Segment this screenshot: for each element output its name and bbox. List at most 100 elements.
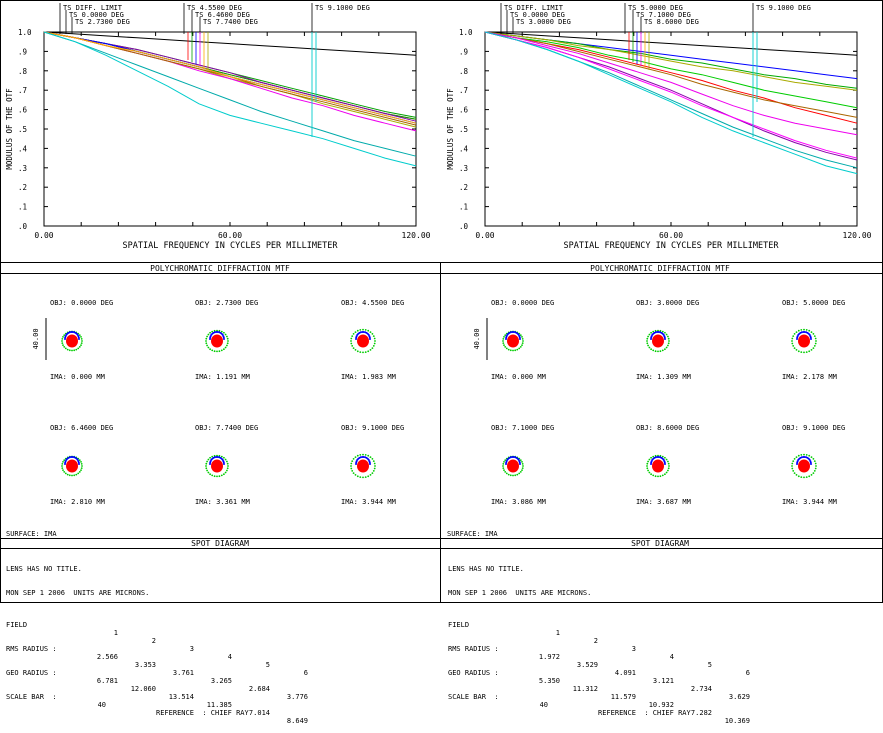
spot-ray-green: [367, 329, 370, 332]
spot-ray-green: [367, 475, 370, 478]
scale-row: SCALE BAR : 40 REFERENCE : CHIEF RAY: [448, 685, 878, 717]
spot-ray-green: [205, 337, 208, 340]
spot-ray-blue: [369, 338, 371, 340]
spot-ray-green: [797, 475, 800, 478]
spot-ray-green: [667, 335, 669, 338]
spot-ray-blue: [509, 456, 512, 459]
geo-4: 10.932: [648, 701, 674, 709]
right-ytick-label: .8: [459, 67, 469, 76]
spot-ray-green: [503, 469, 505, 471]
reference-label: REFERENCE : CHIEF RAY: [156, 709, 249, 717]
spot-ray-green: [800, 454, 803, 456]
right-series-line: [484, 31, 858, 169]
left-ytick-label: .3: [18, 164, 27, 173]
right-obj-label: OBJ: 8.6000 DEG: [636, 424, 699, 432]
rms-4: 3.121: [652, 677, 674, 685]
left-ytick-label: .7: [18, 86, 27, 95]
left-series-line: [43, 31, 417, 167]
scale-row: SCALE BAR : 40 REFERENCE : CHIEF RAY: [6, 685, 436, 717]
field-1: 1: [555, 629, 560, 637]
spot-ray-blue: [656, 331, 659, 333]
spot-ray-blue: [222, 336, 225, 339]
spot-ray-green: [362, 328, 364, 331]
spot-ray-green: [648, 471, 651, 474]
spot-ray-green: [805, 351, 808, 353]
spot-ray-green: [373, 337, 376, 340]
left-xaxis-label: SPATIAL FREQUENCY IN CYCLES PER MILLIMET…: [123, 241, 339, 251]
spot-ray-green: [793, 333, 796, 335]
spot-ray-green: [812, 347, 815, 349]
spot-ray-green: [62, 344, 64, 346]
spot-ray-green: [356, 350, 359, 353]
right-ytick-label: .3: [459, 164, 468, 173]
spot-ray-green: [369, 331, 372, 333]
spot-ray-green: [77, 472, 80, 475]
spot-ray-green: [211, 349, 214, 352]
spot-ray-green: [78, 346, 81, 348]
spot-ray-green: [374, 340, 376, 342]
right-spot-pattern: [502, 330, 524, 352]
spot-ray-green: [61, 338, 64, 340]
spot-core-red: [798, 334, 810, 348]
spot-ray-blue: [519, 338, 521, 340]
spot-ray-blue: [369, 463, 371, 465]
spot-ray-green: [654, 454, 657, 457]
field-3: 3: [189, 645, 194, 653]
spot-ray-green: [502, 340, 504, 342]
right-ytick-label: .4: [459, 144, 469, 153]
spot-ray-blue: [809, 336, 812, 339]
left-series-line: [43, 31, 417, 132]
spot-ray-blue: [809, 461, 812, 464]
spot-ray-green: [223, 348, 225, 351]
spot-ray-green: [504, 334, 507, 336]
field-4: 4: [669, 653, 674, 661]
spot-ray-blue: [519, 463, 521, 465]
spot-ray-green: [793, 458, 796, 460]
spot-ray-green: [61, 463, 64, 465]
spot-ray-green: [647, 335, 649, 338]
spot-ray-green: [502, 338, 505, 340]
spot-ray-green: [521, 342, 524, 344]
scale-bar-value: 40: [97, 701, 106, 709]
spot-ray-green: [359, 329, 362, 331]
spot-ray-green: [62, 336, 64, 338]
spot-ray-green: [352, 458, 355, 460]
spot-ray-blue: [654, 456, 657, 459]
spot-ray-green: [792, 345, 795, 347]
spot-ray-green: [369, 474, 372, 476]
spot-ray-green: [812, 458, 815, 460]
left-legend-label: TS 2.7300 DEG: [75, 18, 130, 26]
spot-ray-blue: [512, 456, 515, 458]
spot-ray-green: [224, 333, 227, 336]
spot-ray-green: [78, 471, 81, 473]
left-spot-pattern: [350, 328, 376, 354]
right-ytick-label: .5: [459, 125, 468, 134]
spot-ray-green: [797, 350, 800, 353]
right-series-line: [484, 31, 858, 56]
left-ytick-label: 1.0: [18, 28, 32, 37]
right-ytick-label: .7: [459, 86, 468, 95]
spot-ray-blue: [796, 338, 798, 340]
spot-ray-blue: [518, 461, 521, 464]
right-obj-label: OBJ: 0.0000 DEG: [491, 299, 554, 307]
left-legend-label: TS 7.7400 DEG: [203, 18, 258, 26]
spot-ray-green: [211, 455, 214, 458]
spot-ray-green: [350, 462, 353, 465]
spot-ray-green: [667, 460, 669, 463]
left-legend-label: TS DIFF. LIMIT: [63, 4, 123, 12]
spot-ray-green: [665, 333, 668, 336]
spot-ray-green: [371, 458, 374, 460]
left-legend-label: TS 9.1000 DEG: [315, 4, 370, 12]
spot-ray-green: [77, 347, 80, 350]
spot-ray-green: [646, 465, 648, 467]
spot-ray-green: [226, 344, 228, 347]
geo-row: GEO RADIUS : 5.350 11.312 11.579 10.932 …: [448, 661, 878, 725]
spot-ray-blue: [355, 463, 357, 465]
geo-label: GEO RADIUS :: [448, 669, 499, 677]
mtf-title-left: POLYCHROMATIC DIFFRACTION MTF: [150, 264, 290, 273]
spot-ray-blue: [209, 463, 211, 465]
left-spot-pattern: [205, 329, 229, 353]
geo-row: GEO RADIUS : 6.781 12.060 13.514 11.385 …: [6, 661, 436, 725]
spot-ray-green: [352, 347, 355, 349]
